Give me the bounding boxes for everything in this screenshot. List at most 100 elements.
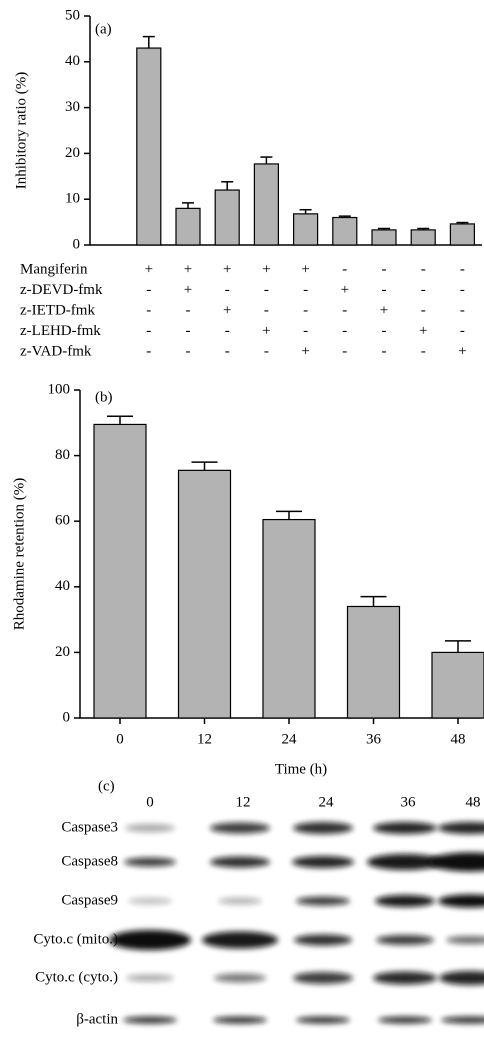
y-axis-label: Rhodamine retention (%): [11, 478, 27, 630]
band: [293, 972, 353, 984]
band: [124, 858, 176, 867]
y-tick-label: 100: [48, 381, 71, 397]
band: [373, 822, 437, 834]
band: [125, 824, 175, 832]
y-tick-label: 20: [55, 644, 70, 660]
band: [446, 936, 484, 944]
band: [213, 1017, 267, 1024]
treatment-sign: +: [223, 302, 231, 318]
band: [210, 823, 270, 834]
treatment-sign: -: [146, 323, 151, 339]
bar: [372, 230, 396, 245]
treatment-sign: -: [421, 282, 426, 298]
y-tick-label: 50: [65, 7, 80, 23]
treatment-sign: -: [264, 343, 269, 359]
treatment-sign: +: [419, 323, 427, 339]
treatment-sign: +: [301, 343, 309, 359]
y-tick-label: 80: [55, 447, 70, 463]
band: [378, 1017, 432, 1024]
treatment-sign: -: [146, 343, 151, 359]
lane-label: 24: [319, 794, 335, 810]
x-tick-label: 24: [282, 731, 298, 747]
bar: [348, 606, 400, 718]
figure: (a) (b) (c) 01020304050Inhibitory ratio …: [0, 0, 484, 1041]
panel-label: (c): [98, 778, 115, 794]
bar: [137, 48, 161, 245]
treatment-sign: +: [262, 261, 270, 277]
band: [296, 1017, 350, 1024]
y-tick-label: 30: [65, 99, 80, 115]
bar: [411, 230, 435, 245]
band: [376, 935, 434, 945]
row-label: Cyto.c (mito.): [33, 931, 118, 947]
treatment-sign: -: [342, 302, 347, 318]
y-tick-label: 40: [65, 53, 80, 69]
bar: [333, 218, 357, 245]
treatment-label: z-LEHD-fmk: [20, 323, 101, 339]
row-label: Caspase9: [61, 892, 118, 908]
treatment-sign: -: [225, 323, 230, 339]
treatment-sign: -: [342, 343, 347, 359]
treatment-sign: +: [145, 261, 153, 277]
treatment-sign: -: [382, 323, 387, 339]
lane-label: 36: [401, 794, 417, 810]
band: [293, 822, 353, 834]
treatment-sign: -: [460, 302, 465, 318]
panel-label: (b): [95, 389, 113, 405]
treatment-sign: -: [146, 302, 151, 318]
band: [438, 895, 484, 908]
treatment-sign: +: [301, 261, 309, 277]
treatment-sign: -: [421, 302, 426, 318]
treatment-sign: -: [421, 261, 426, 277]
treatment-sign: -: [421, 343, 426, 359]
treatment-sign: +: [184, 261, 192, 277]
y-tick-label: 10: [65, 191, 80, 207]
treatment-sign: +: [380, 302, 388, 318]
bar: [176, 208, 200, 245]
band: [109, 930, 191, 950]
x-tick-label: 48: [451, 731, 466, 747]
bar: [215, 190, 239, 245]
x-tick-label: 36: [366, 731, 382, 747]
treatment-sign: -: [342, 261, 347, 277]
bar: [450, 224, 474, 245]
band: [441, 1017, 484, 1024]
band: [292, 856, 354, 868]
treatment-sign: -: [382, 282, 387, 298]
treatment-label: Mangiferin: [20, 261, 88, 277]
row-label: Cyto.c (cyto.): [35, 969, 118, 985]
treatment-sign: -: [264, 302, 269, 318]
treatment-sign: -: [460, 282, 465, 298]
band: [123, 1017, 177, 1024]
treatment-sign: +: [223, 261, 231, 277]
treatment-sign: +: [184, 282, 192, 298]
row-label: Caspase8: [61, 853, 118, 869]
x-tick-label: 12: [197, 731, 212, 747]
treatment-sign: +: [458, 343, 466, 359]
bar: [432, 652, 484, 718]
treatment-sign: +: [341, 282, 349, 298]
band: [218, 898, 262, 905]
treatment-sign: -: [186, 323, 191, 339]
y-tick-label: 20: [65, 145, 80, 161]
lane-label: 0: [146, 794, 154, 810]
band: [202, 932, 278, 949]
treatment-label: z-VAD-fmk: [20, 343, 92, 359]
treatment-sign: -: [382, 261, 387, 277]
x-tick-label: 0: [116, 731, 124, 747]
band: [214, 974, 266, 983]
panel-label: (a): [95, 21, 112, 37]
y-tick-label: 60: [55, 513, 70, 529]
treatment-label: z-IETD-fmk: [20, 302, 95, 318]
treatment-sign: -: [303, 302, 308, 318]
band: [210, 857, 270, 868]
y-tick-label: 0: [73, 236, 81, 252]
treatment-sign: -: [460, 323, 465, 339]
row-label: β-actin: [76, 1011, 118, 1027]
band: [294, 935, 352, 946]
band: [439, 971, 484, 985]
y-tick-label: 40: [55, 578, 70, 594]
treatment-sign: -: [225, 343, 230, 359]
treatment-sign: -: [186, 302, 191, 318]
treatment-sign: -: [303, 323, 308, 339]
